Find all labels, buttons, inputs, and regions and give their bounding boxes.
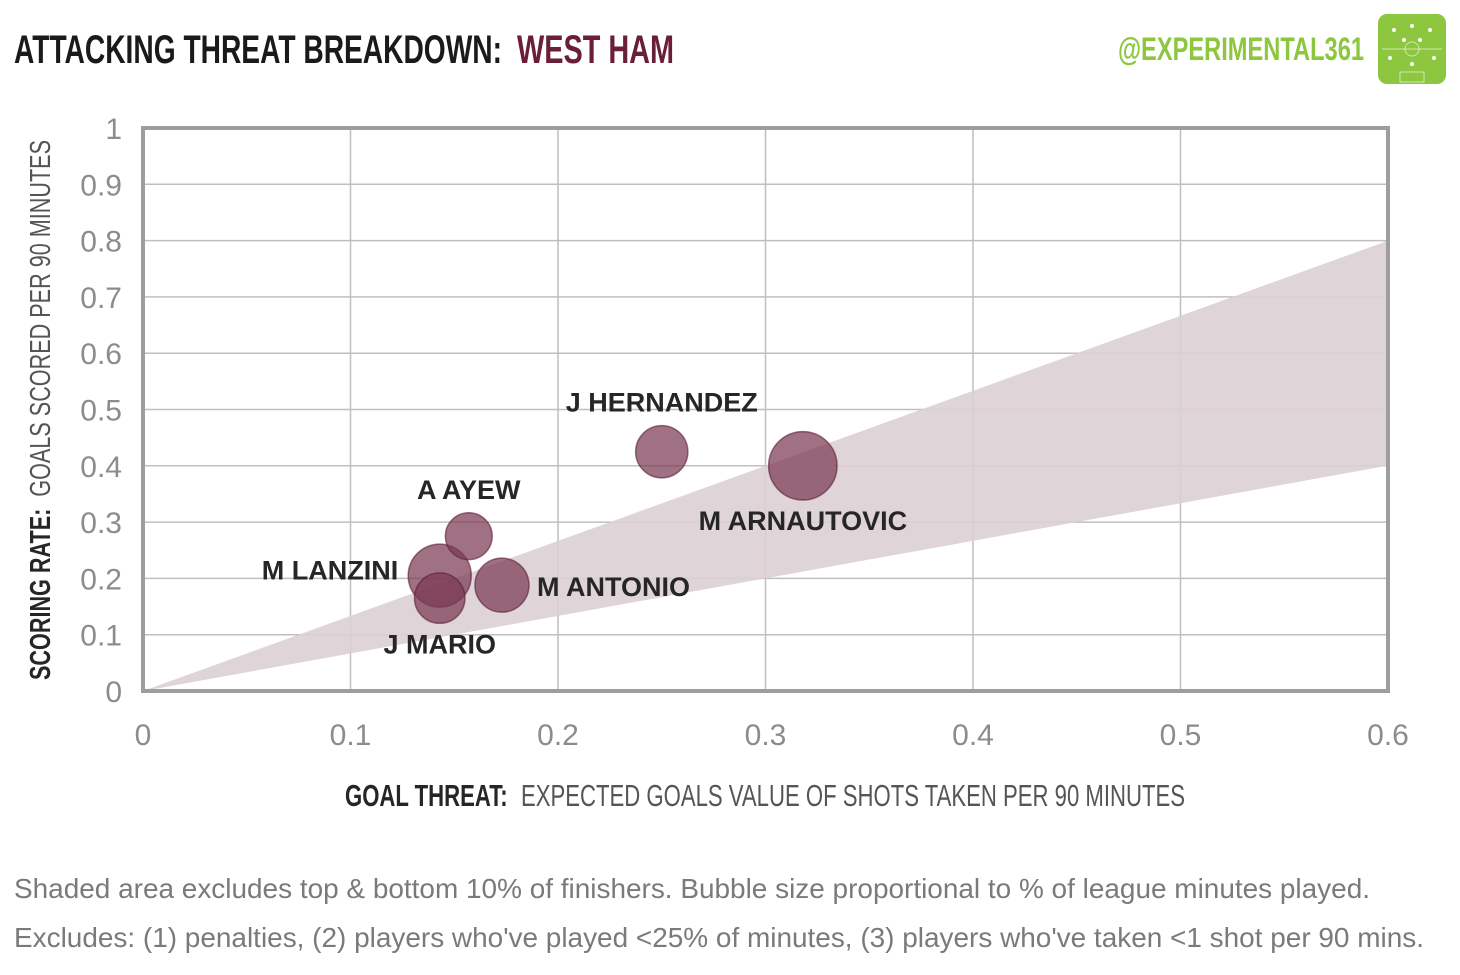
chart-title-team: WEST HAM	[517, 28, 674, 72]
y-tick-label: 0.8	[80, 226, 122, 259]
x-tick-label: 0	[135, 719, 152, 752]
bubble-point	[444, 512, 493, 561]
tick-labels: 0 0.1 0.2 0.3 0.4 0.5 0.6 0 0.1 0.2 0.3 0.4 0.5 0.6 0.…	[80, 113, 1409, 752]
plot-frame	[141, 126, 1390, 693]
y-tick-label: 0.7	[80, 282, 122, 315]
x-tick-label: 0.4	[952, 719, 994, 752]
y-tick-label: 0.9	[80, 169, 122, 202]
x-tick-label: 0.6	[1367, 719, 1409, 752]
bubble-point	[413, 572, 466, 625]
y-axis-title-rest: GOALS SCORED PER 90 MINUTES	[25, 140, 57, 497]
point-label: M LANZINI	[262, 556, 398, 586]
point-label: M ARNAUTOVIC	[699, 506, 908, 536]
point-label: J HERNANDEZ	[566, 388, 758, 418]
bubble-point	[767, 430, 838, 501]
x-tick-label: 0.2	[537, 719, 579, 752]
y-tick-label: 0.6	[80, 338, 122, 371]
chart-title-prefix: ATTACKING THREAT BREAKDOWN:	[14, 28, 502, 72]
point-label: M ANTONIO	[537, 572, 690, 602]
bubble-point	[634, 424, 689, 479]
footnote-line-1: Shaded area excludes top & bottom 10% of…	[14, 873, 1370, 904]
y-tick-label: 1	[105, 113, 122, 146]
brand-handle: @EXPERIMENTAL361	[1118, 31, 1364, 67]
y-tick-label: 0.3	[80, 507, 122, 540]
x-tick-label: 0.5	[1160, 719, 1202, 752]
y-axis-title-bold: SCORING RATE:	[25, 509, 57, 680]
x-tick-label: 0.3	[745, 719, 787, 752]
footnote-line-2: Excludes: (1) penalties, (2) players who…	[14, 922, 1424, 953]
y-tick-label: 0.2	[80, 563, 122, 596]
x-axis-title: GOAL THREAT: EXPECTED GOALS VALUE OF SHO…	[345, 778, 1185, 813]
x-tick-label: 0.1	[330, 719, 372, 752]
x-axis-title-rest: EXPECTED GOALS VALUE OF SHOTS TAKEN PER …	[521, 778, 1185, 813]
point-label: A AYEW	[417, 475, 521, 505]
y-axis-title: SCORING RATE: GOALS SCORED PER 90 MINUTE…	[25, 140, 57, 680]
point-label: J MARIO	[383, 629, 496, 659]
point-labels: J HERNANDEZ M ARNAUTOVIC A AYEW M LANZINI M …	[262, 388, 907, 660]
bubble-point	[474, 557, 530, 613]
data-points	[407, 424, 838, 625]
plot-border	[141, 126, 1390, 693]
football-pitch-icon	[1378, 14, 1446, 84]
x-axis-title-bold: GOAL THREAT:	[345, 778, 508, 813]
y-tick-label: 0.4	[80, 451, 122, 484]
y-tick-label: 0.1	[80, 620, 122, 653]
y-tick-label: 0.5	[80, 395, 122, 428]
y-tick-label: 0	[105, 676, 122, 709]
